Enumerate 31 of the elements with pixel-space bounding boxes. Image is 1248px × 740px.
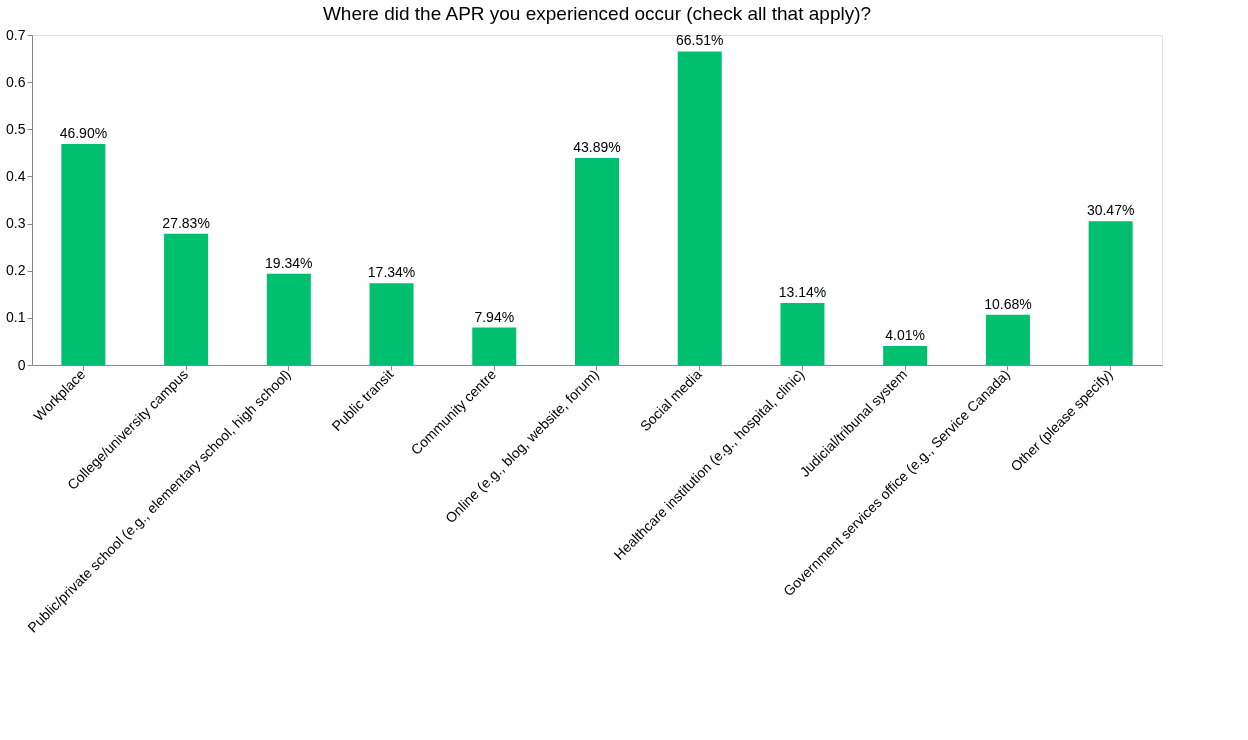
- data-label: 19.34%: [265, 254, 313, 271]
- bar: [780, 303, 825, 365]
- data-label: 27.83%: [162, 214, 210, 231]
- data-label: 30.47%: [1086, 202, 1135, 219]
- data-label: 4.01%: [885, 327, 926, 344]
- bar: [883, 346, 928, 365]
- y-tick-label: 0.3: [6, 215, 26, 232]
- bar: [369, 283, 414, 365]
- bar: [164, 233, 209, 365]
- y-tick-label: 0.2: [6, 262, 26, 279]
- chart-title: Where did the APR you experienced occur (check all that apply)?: [322, 3, 872, 24]
- y-tick-label: 0.1: [6, 309, 26, 326]
- y-tick-label: 0: [17, 356, 26, 373]
- bar: [1088, 221, 1133, 365]
- y-tick-label: 0.6: [6, 73, 26, 90]
- bar: [575, 158, 619, 365]
- data-label: 66.51%: [675, 32, 724, 49]
- bar: [985, 314, 1030, 365]
- data-label: 17.34%: [367, 264, 416, 281]
- y-tick-label: 0.5: [6, 120, 26, 137]
- bar: [677, 51, 722, 365]
- data-label: 7.94%: [474, 308, 515, 325]
- data-label: 10.68%: [984, 295, 1032, 312]
- bar: [266, 273, 311, 365]
- y-tick-label: 0.7: [6, 26, 26, 43]
- y-tick-label: 0.4: [6, 167, 26, 184]
- data-label: 43.89%: [573, 139, 621, 156]
- bar: [472, 327, 517, 365]
- data-label: 13.14%: [778, 284, 827, 301]
- bar: [61, 143, 106, 365]
- data-label: 46.90%: [59, 124, 108, 141]
